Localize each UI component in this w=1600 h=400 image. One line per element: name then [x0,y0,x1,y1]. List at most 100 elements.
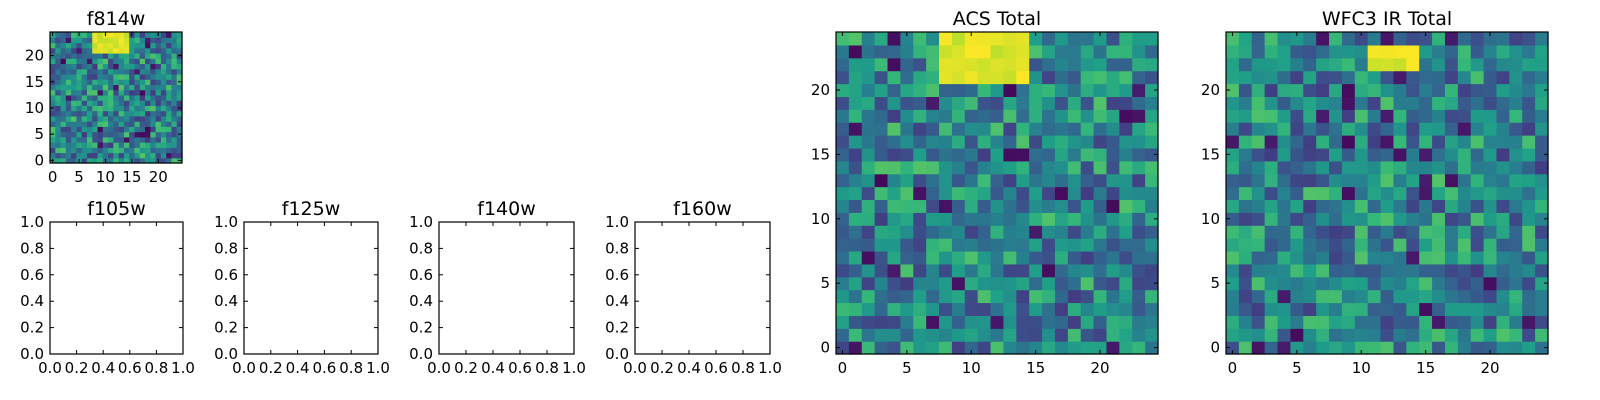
wfc3-ir-total-cell [1419,44,1433,59]
f814w-cell [145,58,151,65]
f814w-cell [139,52,146,59]
wfc3-ir-total-cell [1406,289,1420,304]
f814w-cell [102,58,109,65]
acs-total-cell [964,109,979,123]
wfc3-ir-total-cell [1251,135,1266,149]
wfc3-ir-total-cell [1341,173,1356,188]
f125w-xtick-label: 0.6 [312,359,336,377]
acs-total-cell [1106,238,1120,252]
acs-total-cell [1003,32,1017,46]
acs-total-cell [1042,160,1056,175]
acs-total-cell [1029,276,1043,291]
f160w-xtick-label: 0.6 [704,359,728,377]
acs-total-cell [1119,199,1133,213]
f814w-cell [113,100,120,106]
wfc3-ir-total-cell [1303,135,1317,149]
f814w-cell [92,157,99,164]
wfc3-ir-total-cell [1380,225,1395,239]
wfc3-ir-total-cell [1367,341,1382,355]
acs-total-cell [1067,199,1082,213]
wfc3-ir-total-cell [1470,263,1485,278]
acs-total-cell [977,32,992,46]
acs-total-cell [977,83,992,97]
f814w-cell [65,105,72,112]
f814w-cell [155,68,162,75]
f814w-cell [139,100,146,106]
f814w-cell [139,126,146,133]
wfc3-ir-total-cell [1329,341,1343,355]
acs-total-cell [900,315,914,329]
f814w-cell [145,110,151,117]
acs-total-cell [939,341,953,355]
wfc3-ir-total-cell [1457,289,1472,304]
f814w-cell [134,105,141,112]
acs-total-cell [836,302,850,316]
f814w-cell [71,126,77,133]
acs-total-cell [990,83,1005,97]
acs-total-cell [861,147,876,162]
f814w-cell [150,147,157,154]
wfc3-ir-total-cell [1393,70,1407,85]
wfc3-ir-total-cell [1522,302,1536,316]
acs-total-cell [926,276,940,291]
f814w-cell [65,152,72,159]
acs-total-cell [1029,122,1043,136]
acs-total-cell [1054,70,1069,85]
wfc3-ir-total-cell [1406,199,1420,213]
acs-total-cell [1067,173,1082,188]
f814w-cell [166,142,173,148]
acs-total-xtick-label: 10 [962,359,981,377]
f814w-cell [123,142,130,148]
wfc3-ir-total-cell [1329,147,1343,162]
wfc3-ir-total-cell [1406,238,1420,252]
acs-total-cell [1067,341,1082,355]
f814w-cell [60,126,67,133]
f814w-cell [113,37,120,44]
acs-total-cell [1003,276,1017,291]
acs-total-cell [1106,83,1120,97]
acs-total-cell [887,57,901,72]
f814w-cell [145,89,151,96]
wfc3-ir-total-cell [1457,225,1472,239]
acs-total-cell [861,328,876,342]
wfc3-ir-total-cell [1367,147,1382,162]
wfc3-ir-total-cell [1316,122,1330,136]
wfc3-ir-total-cell [1251,263,1266,278]
acs-total-cell [951,250,966,265]
wfc3-ir-total-cell [1470,186,1485,201]
f814w-cell [92,147,99,154]
acs-total-cell [1054,315,1069,329]
acs-total-cell [990,315,1005,329]
wfc3-ir-total-cell [1393,96,1407,110]
wfc3-ir-total-cell [1226,96,1240,110]
acs-total-cell [861,199,876,213]
f140w-ytick-label: 0.2 [409,319,433,337]
f814w-cell [92,131,99,138]
wfc3-ir-total-cell [1393,32,1407,46]
wfc3-ir-total-cell [1483,70,1498,85]
f814w-cell [55,79,62,85]
wfc3-ir-total-cell [1264,186,1279,201]
acs-total-cell [1145,32,1159,46]
acs-total-cell [913,328,927,342]
acs-total-cell [1003,250,1017,265]
wfc3-ir-total-cell [1341,70,1356,85]
acs-total-cell [1132,57,1146,72]
acs-total-cell [874,315,889,329]
acs-total-cell [900,302,914,316]
wfc3-ir-total-cell [1483,276,1498,291]
f814w-cell [171,47,178,54]
f814w-cell [60,94,67,101]
acs-total-cell [1145,83,1159,97]
wfc3-ir-total-cell [1226,173,1240,188]
wfc3-ir-total-cell [1509,160,1523,175]
acs-total-cell [874,276,889,291]
wfc3-ir-total-cell [1380,32,1395,46]
wfc3-ir-total-cell [1380,83,1395,97]
acs-total-cell [1093,289,1108,304]
f814w-cell [171,63,178,70]
f814w-cell [145,142,151,148]
f814w-cell [71,142,77,148]
wfc3-ir-total-cell [1290,199,1304,213]
